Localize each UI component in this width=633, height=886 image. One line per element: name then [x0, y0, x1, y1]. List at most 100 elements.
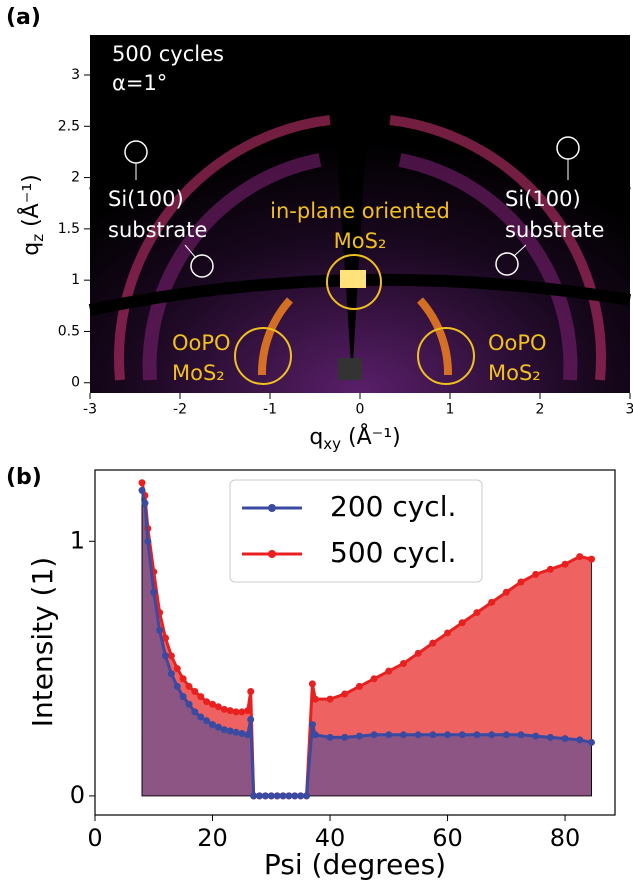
marker — [309, 721, 316, 728]
marker — [180, 675, 187, 682]
page: {"chart_data": [ {"type": "image", "titl… — [0, 0, 633, 886]
marker — [576, 736, 583, 743]
marker — [247, 716, 254, 723]
y-tick-label: 0 — [71, 375, 80, 391]
marker — [488, 599, 495, 606]
marker — [141, 500, 148, 507]
marker — [415, 731, 422, 738]
marker — [473, 731, 480, 738]
annotation: MoS₂ — [488, 361, 541, 385]
marker — [371, 675, 378, 682]
marker — [186, 701, 193, 708]
x-tick-label: 60 — [432, 824, 463, 852]
marker — [327, 734, 334, 741]
marker — [309, 680, 316, 687]
legend-label: 500 cycl. — [330, 536, 456, 569]
x-tick-label: 3 — [626, 402, 633, 418]
x-tick-label: 80 — [550, 824, 581, 852]
marker — [356, 683, 363, 690]
marker — [341, 691, 348, 698]
marker — [244, 707, 251, 714]
marker — [503, 731, 510, 738]
y-tick-label: 1 — [70, 526, 85, 554]
marker — [174, 683, 181, 690]
annotation: 500 cycles — [112, 42, 224, 66]
marker — [429, 731, 436, 738]
y-tick-label: 0 — [70, 781, 85, 809]
y-tick-label: 2 — [71, 170, 80, 186]
panel-title: (a) — [6, 5, 41, 30]
marker — [312, 696, 319, 703]
x-tick-label: 2 — [536, 402, 545, 418]
panel-a: 500 cycles α=1° Si(100) substrate Si(100… — [6, 5, 633, 453]
marker — [459, 731, 466, 738]
x-tick-label: 0 — [87, 824, 102, 852]
panel-title: (b) — [6, 465, 42, 490]
marker — [444, 629, 451, 636]
marker — [562, 561, 569, 568]
marker — [197, 713, 204, 720]
annotation: MoS₂ — [334, 229, 387, 253]
marker — [588, 739, 595, 746]
marker — [385, 731, 392, 738]
x-axis-label: qxy (Å⁻¹) — [309, 423, 400, 453]
annotation: substrate — [108, 218, 207, 242]
y-tick-label: 1.5 — [58, 221, 80, 237]
x-tick-label: -3 — [83, 402, 97, 418]
annotation: OoPO — [488, 331, 547, 355]
marker — [168, 670, 175, 677]
marker — [473, 609, 480, 616]
annotation: in-plane oriented — [270, 199, 450, 223]
annotation: OoPO — [172, 331, 231, 355]
marker — [203, 717, 210, 724]
marker — [227, 727, 234, 734]
marker — [238, 708, 245, 715]
annotation: Si(100) — [108, 187, 184, 211]
y-tick-label: 3 — [71, 67, 80, 83]
x-tick-label: 20 — [197, 824, 228, 852]
marker — [312, 731, 319, 738]
marker — [517, 579, 524, 586]
marker — [247, 688, 254, 695]
label-part: z — [29, 234, 47, 242]
x-tick-label: 0 — [356, 402, 365, 418]
marker — [150, 589, 157, 596]
marker — [444, 731, 451, 738]
marker — [400, 660, 407, 667]
marker — [233, 729, 240, 736]
marker — [459, 619, 466, 626]
marker — [562, 735, 569, 742]
marker — [532, 733, 539, 740]
marker — [415, 650, 422, 657]
marker — [532, 571, 539, 578]
label-part: xy — [323, 435, 341, 453]
marker — [139, 479, 146, 486]
x-tick-label: 1 — [446, 402, 455, 418]
marker — [186, 683, 193, 690]
marker — [385, 668, 392, 675]
marker — [221, 706, 228, 713]
marker — [341, 734, 348, 741]
marker — [238, 730, 245, 737]
x-tick-label: -1 — [263, 402, 277, 418]
marker — [517, 731, 524, 738]
marker — [371, 731, 378, 738]
legend-label: 200 cycl. — [330, 490, 456, 523]
marker — [221, 726, 228, 733]
marker — [174, 665, 181, 672]
label-part: (Å⁻¹) — [17, 174, 44, 234]
marker — [197, 693, 204, 700]
marker — [327, 696, 334, 703]
marker — [303, 792, 310, 799]
marker — [576, 553, 583, 560]
marker — [191, 708, 198, 715]
marker — [588, 556, 595, 563]
legend-marker — [268, 550, 276, 558]
y-tick-label: 0.5 — [58, 323, 80, 339]
marker — [488, 731, 495, 738]
marker — [244, 731, 251, 738]
marker — [429, 640, 436, 647]
annotation: Si(100) — [505, 187, 581, 211]
marker — [156, 627, 163, 634]
